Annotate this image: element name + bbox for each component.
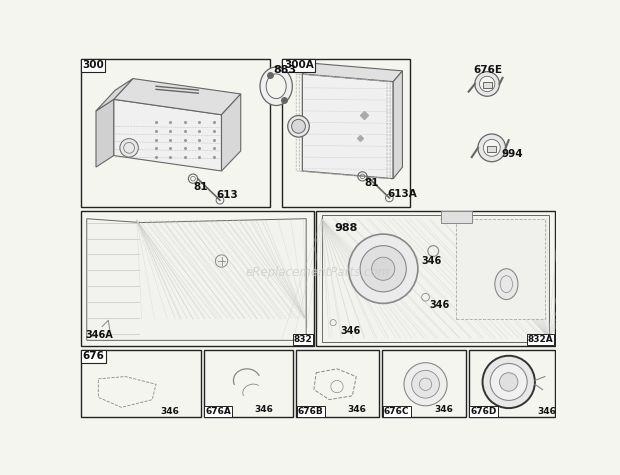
Circle shape <box>404 363 447 406</box>
Circle shape <box>371 257 395 280</box>
Bar <box>441 211 472 223</box>
Text: 346: 346 <box>422 256 442 266</box>
Circle shape <box>500 373 518 391</box>
Bar <box>282 58 410 207</box>
Text: 613A: 613A <box>387 190 417 200</box>
Text: 81: 81 <box>364 178 378 188</box>
Polygon shape <box>393 71 402 179</box>
Text: 994: 994 <box>501 150 523 160</box>
Text: 346: 346 <box>537 408 556 417</box>
Text: 883: 883 <box>274 65 297 75</box>
Text: 300: 300 <box>82 60 104 70</box>
Circle shape <box>412 370 440 398</box>
Circle shape <box>490 363 527 400</box>
Text: 988: 988 <box>335 223 358 233</box>
Circle shape <box>288 115 309 137</box>
Text: 676E: 676E <box>473 65 502 75</box>
Circle shape <box>482 356 535 408</box>
Ellipse shape <box>266 74 286 99</box>
Polygon shape <box>87 218 306 341</box>
Text: 300A: 300A <box>284 60 314 70</box>
Text: 346: 346 <box>430 300 450 310</box>
Circle shape <box>484 139 500 156</box>
Bar <box>482 82 492 88</box>
Text: 676D: 676D <box>470 407 497 416</box>
Circle shape <box>475 72 500 96</box>
Polygon shape <box>322 215 549 342</box>
Ellipse shape <box>495 269 518 300</box>
Bar <box>204 350 293 418</box>
Text: 676: 676 <box>82 351 104 361</box>
Bar <box>81 58 270 207</box>
Text: eReplacementParts.com: eReplacementParts.com <box>246 266 390 279</box>
Polygon shape <box>96 78 133 111</box>
Ellipse shape <box>260 67 293 105</box>
Bar <box>456 218 545 319</box>
Bar <box>81 350 201 418</box>
Circle shape <box>478 134 506 162</box>
Polygon shape <box>113 78 241 115</box>
Text: 346: 346 <box>255 405 273 414</box>
Circle shape <box>291 119 306 133</box>
Text: 346A: 346A <box>85 330 113 341</box>
Circle shape <box>360 246 406 292</box>
Text: 346: 346 <box>435 405 454 414</box>
Text: 613: 613 <box>216 190 238 200</box>
Polygon shape <box>303 63 402 82</box>
Text: 832: 832 <box>294 335 312 344</box>
Text: 346: 346 <box>347 405 366 414</box>
Text: 676C: 676C <box>384 407 409 416</box>
Polygon shape <box>96 99 113 167</box>
Text: 832A: 832A <box>528 335 554 344</box>
Bar <box>469 350 555 418</box>
Polygon shape <box>303 74 393 179</box>
Bar <box>487 145 497 152</box>
Circle shape <box>120 139 138 157</box>
Circle shape <box>348 234 418 304</box>
Circle shape <box>479 76 495 92</box>
Text: 81: 81 <box>193 182 208 192</box>
Polygon shape <box>113 99 221 171</box>
Polygon shape <box>221 94 241 171</box>
Bar <box>81 211 314 346</box>
Bar <box>316 211 555 346</box>
Text: 676B: 676B <box>298 407 324 416</box>
Bar <box>296 350 379 418</box>
Text: 346: 346 <box>160 408 179 417</box>
Bar <box>383 350 466 418</box>
Text: 676A: 676A <box>205 407 231 416</box>
Text: 346: 346 <box>341 326 361 336</box>
